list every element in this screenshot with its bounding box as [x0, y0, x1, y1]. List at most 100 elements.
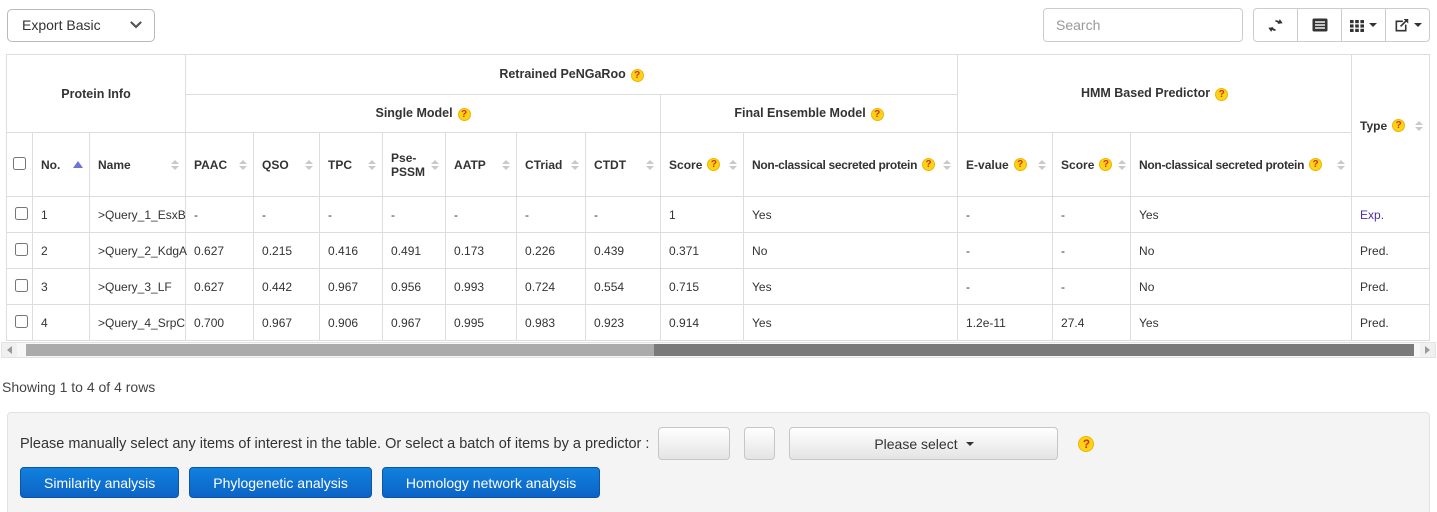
select-all-checkbox[interactable] [13, 156, 26, 170]
cell-aatp: 0.993 [445, 268, 518, 305]
row-checkbox[interactable] [15, 206, 28, 220]
sort-ascending-icon [67, 161, 83, 168]
cell-paac: - [185, 196, 255, 233]
cell-pse-pssm: 0.956 [382, 268, 447, 305]
column-header-ensemble-ncsp[interactable]: Non-classical secreted protein? [743, 132, 959, 197]
export-format-select-value: Export Basic [22, 17, 101, 33]
phylogenetic-analysis-button[interactable]: Phylogenetic analysis [189, 467, 372, 498]
row-checkbox[interactable] [15, 314, 28, 328]
selection-prompt: Please manually select any items of inte… [20, 435, 650, 452]
cell-score: 0.914 [660, 304, 745, 341]
row-checkbox[interactable] [15, 242, 28, 256]
column-header-paac[interactable]: PAAC [185, 132, 255, 197]
checkbox-cell [6, 268, 33, 305]
cell-paac: 0.627 [185, 268, 255, 305]
group-header-hmm-based-predictor: HMM Based Predictor? [957, 54, 1353, 133]
export-format-select[interactable]: Export Basic [7, 8, 155, 42]
help-icon[interactable]: ? [870, 108, 884, 121]
checkbox-cell [6, 232, 33, 269]
group-header-retrained-pengaroo: Retrained PeNGaRoo? [185, 54, 959, 95]
cell-evalue: - [957, 232, 1054, 269]
column-label: Pse-PSSM [391, 150, 426, 179]
table-row[interactable]: 3 >Query_3_LF 0.627 0.442 0.967 0.956 0.… [6, 268, 1431, 305]
export-button[interactable] [1385, 8, 1430, 42]
column-header-no[interactable]: No. [32, 132, 90, 197]
cell-tpc: - [319, 196, 384, 233]
column-header-aatp[interactable]: AATP [445, 132, 518, 197]
sort-icon [425, 159, 440, 170]
arrow-right-icon [1425, 346, 1430, 354]
type-exp-link[interactable]: Exp. [1360, 207, 1385, 222]
cell-aatp: 0.173 [445, 232, 518, 269]
column-header-type[interactable]: Type? [1351, 54, 1431, 197]
help-icon[interactable]: ? [1078, 435, 1095, 452]
column-label: CTriad [525, 157, 563, 172]
sort-icon [1032, 159, 1047, 170]
toggle-view-button[interactable] [1297, 8, 1342, 42]
column-label: Type [1360, 118, 1388, 133]
table-row[interactable]: 4 >Query_4_SrpC 0.700 0.967 0.906 0.967 … [6, 304, 1431, 341]
cell-score: 1 [660, 196, 745, 233]
help-icon[interactable]: ? [1013, 158, 1027, 171]
cell-evalue: 1.2e-11 [957, 304, 1054, 341]
cell-tpc: 0.906 [319, 304, 384, 341]
group-label: Final Ensemble Model [734, 106, 866, 120]
cell-no: 3 [32, 268, 90, 305]
caret-down-icon [1413, 23, 1422, 27]
help-icon[interactable]: ? [1215, 88, 1229, 101]
cell-name: >Query_2_KdgA [88, 232, 187, 269]
scrollbar-thumb[interactable] [654, 344, 1414, 356]
sort-icon [1331, 159, 1346, 170]
cell-qso: 0.442 [253, 268, 321, 305]
cell-pse-pssm: - [382, 196, 447, 233]
search-input[interactable] [1043, 8, 1243, 42]
cell-tpc: 0.967 [319, 268, 384, 305]
sort-icon [299, 159, 314, 170]
column-header-qso[interactable]: QSO [253, 132, 321, 197]
sort-icon [1112, 159, 1127, 170]
help-icon[interactable]: ? [922, 158, 936, 171]
column-header-name[interactable]: Name [88, 132, 187, 197]
cell-ctdt: - [585, 196, 662, 233]
help-icon[interactable]: ? [1309, 158, 1323, 171]
sort-icon [937, 159, 952, 170]
scroll-right-button[interactable] [1420, 343, 1435, 357]
sort-icon [362, 159, 377, 170]
predictor-select-label: Please select [874, 435, 958, 452]
horizontal-scrollbar[interactable] [1, 342, 1436, 358]
column-header-pse-pssm[interactable]: Pse-PSSM [382, 132, 447, 197]
cell-score: 0.371 [660, 232, 745, 269]
column-label: CTDT [594, 157, 627, 172]
cell-type: Pred. [1351, 232, 1431, 269]
column-header-ctdt[interactable]: CTDT [585, 132, 662, 197]
help-icon[interactable]: ? [1099, 158, 1113, 171]
row-checkbox[interactable] [15, 278, 28, 292]
columns-button[interactable] [1341, 8, 1386, 42]
scroll-left-button[interactable] [2, 343, 17, 357]
group-label: Single Model [375, 106, 453, 120]
help-icon[interactable]: ? [630, 69, 644, 82]
table-row[interactable]: 1 >Query_1_EsxB - - - - - - - 1 Yes - - … [6, 196, 1431, 233]
column-header-tpc[interactable]: TPC [319, 132, 384, 197]
sort-icon [496, 159, 511, 170]
predictor-select-dropdown[interactable]: Please select [789, 427, 1059, 460]
column-header-evalue[interactable]: E-value? [957, 132, 1054, 197]
card-view-icon [1312, 18, 1328, 32]
predictor-value-button[interactable] [658, 427, 731, 460]
refresh-button[interactable] [1253, 8, 1298, 42]
homology-network-analysis-button[interactable]: Homology network analysis [381, 467, 601, 498]
group-label: HMM Based Predictor [1080, 86, 1211, 100]
similarity-analysis-button[interactable]: Similarity analysis [20, 467, 180, 498]
scrollbar-track-segment[interactable] [26, 344, 654, 356]
predictor-value-button-small[interactable] [744, 427, 776, 460]
cell-ncsp: Yes [743, 196, 959, 233]
table-toolbar-button-group [1253, 8, 1430, 42]
help-icon[interactable]: ? [457, 108, 471, 121]
column-header-ctriad[interactable]: CTriad [516, 132, 587, 197]
table-row[interactable]: 2 >Query_2_KdgA 0.627 0.215 0.416 0.491 … [6, 232, 1431, 269]
help-icon[interactable]: ? [1392, 119, 1406, 132]
help-icon[interactable]: ? [707, 158, 721, 171]
column-header-hmm-ncsp[interactable]: Non-classical secreted protein? [1130, 132, 1353, 197]
column-header-ensemble-score[interactable]: Score? [660, 132, 745, 197]
column-header-hmm-score[interactable]: Score? [1052, 132, 1132, 197]
